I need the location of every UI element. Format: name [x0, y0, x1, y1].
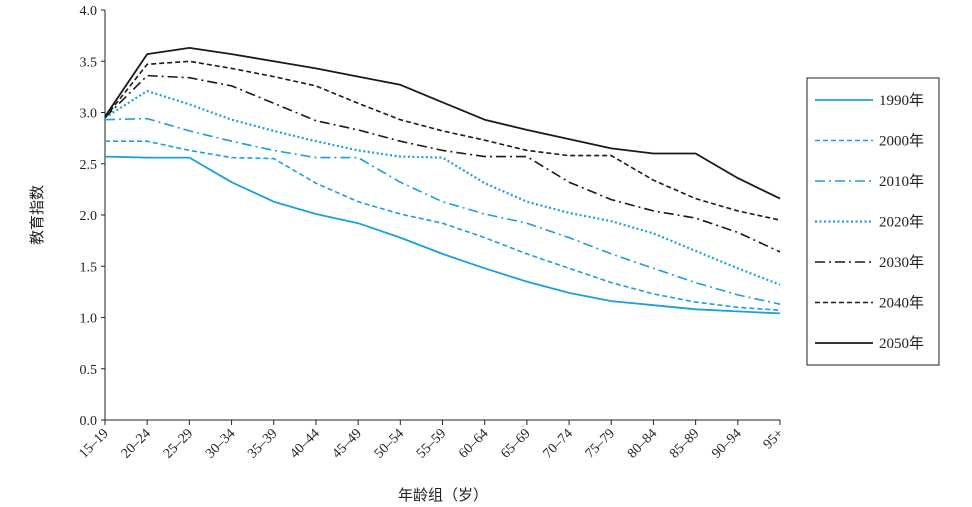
series-line-4	[104, 89, 781, 286]
y-tick-label: 1.0	[80, 312, 98, 327]
series-line-3	[104, 117, 781, 305]
x-tick-label: 25–29	[161, 426, 196, 461]
y-tick-label: 0.5	[80, 363, 98, 378]
plot-area: 0.0 0.5 1.0 1.5 2.0 2.5 3.0 3.5 4.0 15–19 20–24 25–…	[28, 4, 787, 504]
x-tick-label: 75–79	[583, 426, 618, 461]
x-tick-label: 80–84	[625, 426, 660, 461]
legend: 1990年 2000年 2010年 2020年 2030年 2040年 2050年	[806, 77, 940, 366]
legend-label-3: 2010年	[879, 173, 924, 190]
x-tick-label: 90–94	[709, 426, 744, 461]
y-tick-label: 1.5	[80, 260, 98, 275]
series-line-2	[105, 140, 781, 312]
series-line-6	[104, 60, 781, 221]
y-tick-label: 3.5	[80, 55, 98, 70]
legend-label-1: 1990年	[879, 92, 924, 109]
series-line-1	[104, 155, 781, 315]
y-axis-title: 教育指数	[28, 185, 46, 245]
x-tick-label: 35–39	[245, 426, 280, 461]
x-tick-label: 40–44	[287, 426, 322, 461]
x-tick-label: 30–34	[203, 426, 238, 461]
x-tick-label: 60–64	[456, 426, 491, 461]
x-tick-label: 15–19	[76, 426, 111, 461]
y-tick-label: 4.0	[80, 4, 98, 19]
y-tick-label: 3.0	[80, 107, 98, 122]
x-tick-label: 55–59	[414, 426, 449, 461]
legend-label-7: 2050年	[879, 335, 924, 352]
legend-label-6: 2040年	[879, 295, 924, 312]
x-tick-label: 20–24	[119, 426, 154, 461]
x-tick-label: 85–89	[667, 426, 702, 461]
x-tick-label: 95+	[761, 426, 787, 452]
x-tick-label: 70–74	[541, 426, 576, 461]
series-line-5	[104, 74, 781, 253]
legend-label-4: 2020年	[879, 214, 924, 231]
x-tick-label: 50–54	[372, 426, 407, 461]
y-tick-label: 2.5	[80, 158, 98, 173]
legend-label-2: 2000年	[879, 133, 924, 150]
x-axis-title: 年龄组（岁）	[398, 486, 488, 504]
x-tick-label: 65–69	[498, 426, 533, 461]
y-tick-label: 2.0	[80, 209, 98, 224]
y-tick-label: 0.0	[80, 414, 98, 429]
series-line-7	[104, 47, 781, 200]
legend-label-5: 2030年	[879, 254, 924, 271]
x-tick-label: 45–49	[330, 426, 365, 461]
